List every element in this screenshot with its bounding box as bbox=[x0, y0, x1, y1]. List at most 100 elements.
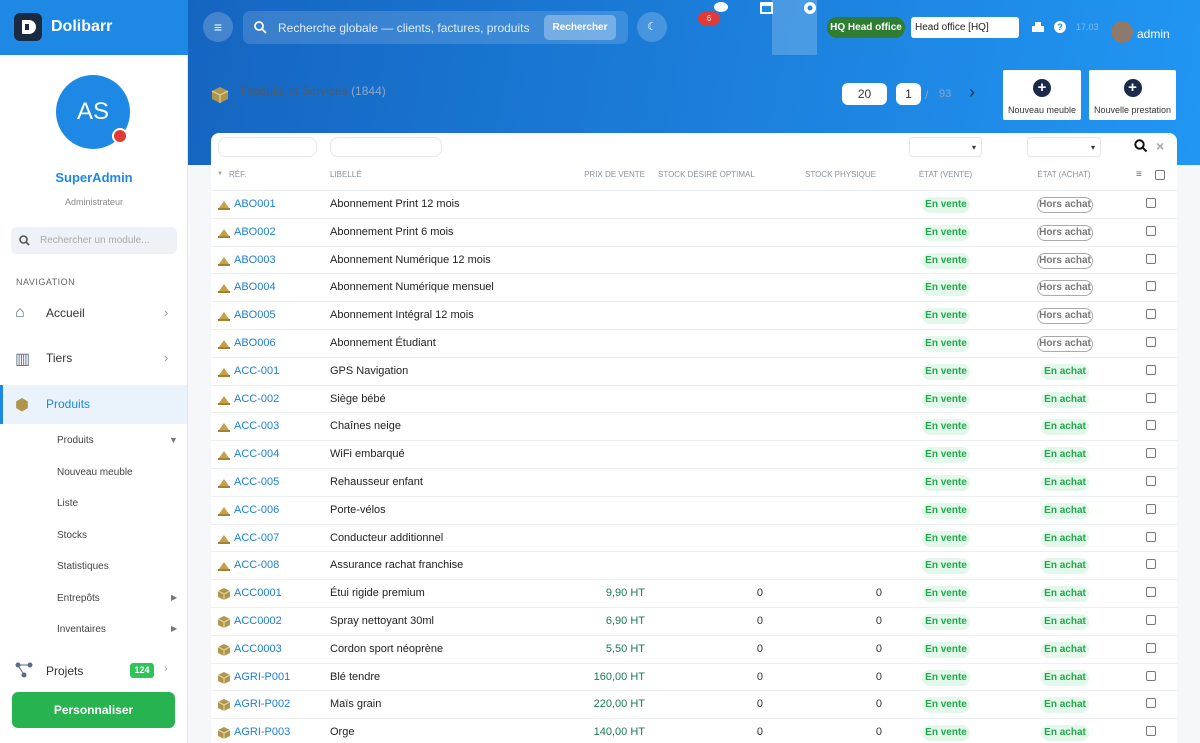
settings-icon[interactable] bbox=[803, 1, 817, 15]
column-header[interactable]: ÉTAT (VENTE) bbox=[918, 170, 973, 179]
submenu-item[interactable]: Inventaires bbox=[57, 624, 106, 635]
row-checkbox[interactable] bbox=[1146, 726, 1156, 737]
row-checkbox[interactable] bbox=[1146, 337, 1156, 347]
menu-item[interactable]: Tiers bbox=[46, 351, 73, 365]
product-ref[interactable]: ABO003 bbox=[234, 253, 276, 266]
module-search[interactable] bbox=[11, 227, 177, 254]
customize-button[interactable]: Personnaliser bbox=[12, 692, 175, 728]
status-sell: En vente bbox=[922, 419, 970, 436]
submenu-item[interactable]: Entrepôts bbox=[57, 592, 100, 604]
column-header[interactable]: STOCK DÉSIRÉ OPTIMAL bbox=[658, 170, 755, 179]
table-row: ACC-004 WiFi embarqué En vente En achat bbox=[211, 440, 1177, 468]
avatar-badge bbox=[112, 128, 128, 144]
product-ref[interactable]: AGRI-P002 bbox=[234, 698, 291, 711]
calendar-icon[interactable] bbox=[760, 1, 773, 14]
product-ref[interactable]: ABO001 bbox=[234, 198, 276, 210]
filter-label[interactable] bbox=[330, 137, 442, 157]
action-button[interactable]: + Nouvelle prestation bbox=[1089, 70, 1176, 120]
product-ref[interactable]: ACC-004 bbox=[234, 448, 280, 461]
product-ref[interactable]: ACC-002 bbox=[234, 392, 280, 405]
action-button[interactable]: + Nouveau meuble bbox=[1003, 70, 1081, 120]
menu-toggle[interactable]: ≡ bbox=[203, 12, 233, 42]
product-ref[interactable]: ACC-003 bbox=[234, 420, 280, 433]
row-checkbox[interactable] bbox=[1146, 309, 1156, 320]
row-checkbox[interactable] bbox=[1146, 615, 1156, 625]
messages-icon[interactable] bbox=[713, 1, 729, 15]
filter-buy[interactable]: ▾ bbox=[1027, 137, 1101, 157]
filter-search[interactable] bbox=[1134, 139, 1148, 153]
product-icon bbox=[218, 394, 230, 406]
print-icon[interactable] bbox=[1032, 22, 1044, 34]
theme-toggle[interactable]: ☾ bbox=[637, 12, 667, 42]
menu-item[interactable]: Projets bbox=[46, 664, 84, 678]
help-icon[interactable]: ? bbox=[1054, 21, 1066, 33]
menu-item[interactable]: Produits bbox=[46, 397, 91, 411]
stock-physical: 0 bbox=[875, 670, 882, 683]
product-ref[interactable]: ABO006 bbox=[234, 337, 276, 349]
product-ref[interactable]: ACC-001 bbox=[234, 364, 280, 377]
row-checkbox[interactable] bbox=[1146, 670, 1156, 681]
select-all[interactable] bbox=[1155, 170, 1165, 180]
row-checkbox[interactable] bbox=[1146, 198, 1156, 208]
column-selector[interactable]: ≡ bbox=[1136, 169, 1142, 180]
menu-item[interactable]: Accueil bbox=[46, 306, 85, 320]
column-header[interactable]: STOCK PHYSIQUE bbox=[805, 170, 876, 179]
row-checkbox[interactable] bbox=[1146, 392, 1156, 403]
submenu-item[interactable]: Liste bbox=[57, 498, 79, 509]
product-ref[interactable]: ACC0001 bbox=[234, 587, 282, 600]
column-header[interactable]: LIBELLÉ bbox=[330, 170, 362, 179]
product-ref[interactable]: ACC-008 bbox=[234, 559, 280, 572]
row-checkbox[interactable] bbox=[1146, 448, 1156, 459]
row-checkbox[interactable] bbox=[1146, 503, 1156, 514]
product-icon bbox=[218, 282, 230, 294]
row-checkbox[interactable] bbox=[1146, 698, 1156, 709]
entity-select[interactable]: Head office [HQ] bbox=[911, 17, 1019, 38]
page-size[interactable]: 20 bbox=[842, 83, 887, 105]
product-ref[interactable]: ABO004 bbox=[234, 281, 276, 294]
global-search[interactable] bbox=[243, 11, 628, 44]
status-sell: En vente bbox=[922, 280, 970, 297]
filter-clear[interactable]: × bbox=[1156, 138, 1165, 154]
product-ref[interactable]: ACC0002 bbox=[234, 615, 282, 627]
submenu-item[interactable]: Stocks bbox=[57, 529, 88, 541]
search-button[interactable]: Rechercher bbox=[544, 15, 616, 40]
status-buy: En achat bbox=[1041, 447, 1089, 464]
column-header[interactable]: PRIX DE VENTE bbox=[584, 170, 645, 179]
product-ref[interactable]: ABO002 bbox=[234, 225, 276, 238]
row-checkbox[interactable] bbox=[1146, 559, 1156, 570]
product-ref[interactable]: AGRI-P003 bbox=[234, 726, 291, 739]
column-header[interactable]: ÉTAT (ACHAT) bbox=[1037, 170, 1091, 179]
row-checkbox[interactable] bbox=[1146, 642, 1156, 653]
product-ref[interactable]: AGRI-P001 bbox=[234, 670, 291, 683]
product-ref[interactable]: ABO005 bbox=[234, 309, 276, 322]
row-checkbox[interactable] bbox=[1146, 253, 1156, 264]
table-row: ACC-002 Siège bébé En vente En achat bbox=[211, 384, 1177, 413]
product-ref[interactable]: ACC-006 bbox=[234, 503, 280, 516]
column-header[interactable]: RÉF. bbox=[229, 170, 247, 179]
stock-physical: 0 bbox=[875, 726, 882, 739]
submenu-item[interactable]: Statistiques bbox=[57, 561, 109, 572]
status-sell: En vente bbox=[922, 336, 970, 352]
submenu-item[interactable]: Nouveau meuble bbox=[57, 466, 133, 478]
user-avatar[interactable] bbox=[1111, 21, 1133, 43]
next-page[interactable]: › bbox=[969, 82, 975, 102]
row-checkbox[interactable] bbox=[1146, 225, 1156, 236]
product-ref[interactable]: ACC0003 bbox=[234, 642, 282, 655]
row-checkbox[interactable] bbox=[1146, 531, 1156, 542]
filter-sell[interactable]: ▾ bbox=[909, 137, 982, 157]
product-ref[interactable]: ACC-007 bbox=[234, 531, 280, 544]
row-checkbox[interactable] bbox=[1146, 420, 1156, 431]
status-buy: En achat bbox=[1041, 391, 1089, 408]
row-checkbox[interactable] bbox=[1146, 281, 1156, 292]
row-checkbox[interactable] bbox=[1146, 587, 1156, 598]
status-buy: En achat bbox=[1041, 697, 1089, 714]
page-input[interactable]: 1 bbox=[896, 83, 921, 105]
row-checkbox[interactable] bbox=[1146, 364, 1156, 375]
filter-ref[interactable] bbox=[218, 137, 317, 157]
product-ref[interactable]: ACC-005 bbox=[234, 476, 280, 488]
submenu-item[interactable]: Produits bbox=[57, 435, 94, 446]
stock-desired: 0 bbox=[756, 587, 763, 600]
product-icon bbox=[217, 671, 231, 684]
row-checkbox[interactable] bbox=[1146, 476, 1156, 486]
user-menu[interactable]: admin bbox=[1137, 27, 1170, 41]
